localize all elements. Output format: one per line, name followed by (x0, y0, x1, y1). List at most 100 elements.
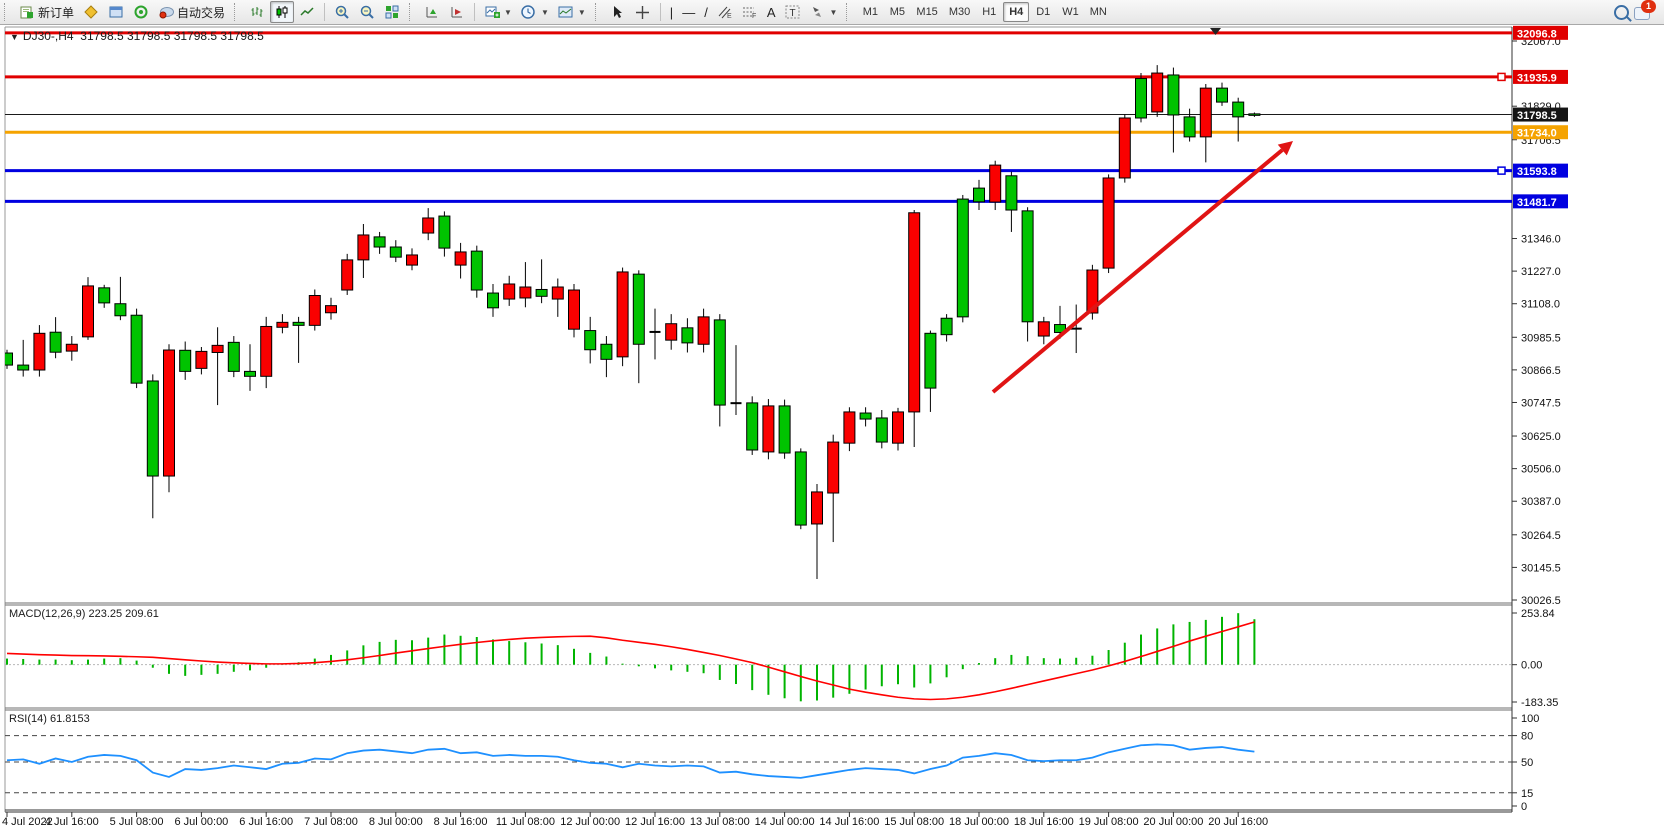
timeframe-button-mn[interactable]: MN (1085, 2, 1112, 22)
price-badge-label: 31734.0 (1517, 128, 1557, 140)
candlestick-chart-icon (274, 4, 290, 20)
fibonacci-tool-button[interactable]: F (738, 1, 762, 23)
period-menu-button[interactable]: ▼ (517, 1, 553, 23)
price-tick-label: 30387.0 (1521, 496, 1561, 508)
text-tool-button[interactable]: A (763, 1, 780, 23)
candle (130, 314, 143, 384)
timeframe-button-d1[interactable]: D1 (1030, 2, 1056, 22)
horizontal-line-icon: — (682, 4, 696, 20)
candle (82, 285, 94, 338)
new-chart-icon (484, 4, 500, 20)
arrow-shapes-icon (809, 4, 825, 20)
price-badge-31734.0 (1513, 125, 1568, 140)
svg-text:T: T (789, 8, 795, 19)
channel-tool-button[interactable]: E (713, 1, 737, 23)
crosshair-button[interactable] (631, 1, 655, 23)
rsi-indicator-label: RSI(14) 61.8153 (9, 713, 90, 725)
timeframe-button-m30[interactable]: M30 (944, 2, 975, 22)
timeframe-button-h1[interactable]: H1 (976, 2, 1002, 22)
zoom-in-button[interactable] (330, 1, 354, 23)
timeframe-button-h4[interactable]: H4 (1003, 2, 1030, 22)
price-tick-label: 30506.0 (1521, 464, 1561, 476)
timeframe-button-m1[interactable]: M1 (857, 2, 883, 22)
signals-button[interactable] (129, 1, 153, 23)
timeframe-toolbar: M1 M5 M15 M30 H1 H4 D1 W1 MN (857, 2, 1111, 22)
tile-windows-icon (384, 4, 400, 20)
time-axis-label: 4 Jul 2022 (2, 816, 53, 828)
auto-trading-button[interactable]: 自动交易 (154, 1, 229, 23)
timeframe-button-w1[interactable]: W1 (1057, 2, 1084, 22)
chart-shift-button[interactable] (445, 1, 469, 23)
label-tool-button[interactable]: T (780, 1, 804, 23)
price-tick-label: 30985.5 (1521, 332, 1561, 344)
line-chart-icon (299, 4, 315, 20)
price-tick-label: 30866.5 (1521, 365, 1561, 377)
candle (875, 417, 888, 443)
candle (114, 303, 127, 317)
market-watch-button[interactable] (79, 1, 103, 23)
candle (308, 294, 321, 326)
candle (1118, 117, 1131, 179)
toolbar-drag-handle[interactable] (234, 3, 241, 21)
navigator-button[interactable] (104, 1, 128, 23)
horizontal-line-tool-button[interactable]: — (678, 1, 699, 23)
time-axis-label: 15 Jul 08:00 (884, 816, 944, 828)
chat-notifications-button[interactable]: 1 (1634, 0, 1656, 20)
tile-windows-button[interactable] (380, 1, 404, 23)
arrows-tool-button[interactable]: ▼ (805, 1, 841, 23)
candle (1167, 74, 1180, 116)
candle (843, 411, 856, 444)
auto-scroll-icon (424, 4, 440, 20)
trendline-tool-button[interactable]: / (700, 1, 712, 23)
zoom-out-button[interactable] (355, 1, 379, 23)
cursor-button[interactable] (606, 1, 630, 23)
candle (551, 286, 564, 300)
template-chart-icon (558, 4, 574, 20)
price-badge-31935.9 (1513, 69, 1568, 84)
search-icon[interactable] (1614, 4, 1629, 20)
candle (827, 441, 840, 494)
candle (1216, 87, 1228, 103)
chart-title-collapse-icon[interactable]: ▼ (10, 32, 19, 42)
candle (341, 259, 354, 291)
line-chart-button[interactable] (295, 1, 319, 23)
price-badge-31481.7 (1513, 194, 1568, 209)
bar-chart-button[interactable] (245, 1, 269, 23)
candle (681, 327, 694, 344)
zoom-out-icon (359, 4, 375, 20)
toolbar-drag-handle[interactable] (409, 3, 416, 21)
vertical-line-tool-button[interactable]: | (666, 1, 677, 23)
toolbar-drag-handle[interactable] (846, 3, 853, 21)
price-tick-label: 31227.0 (1521, 266, 1561, 278)
toolbar-drag-handle[interactable] (4, 3, 11, 21)
candle (600, 343, 613, 360)
new-order-label: 新订单 (38, 5, 75, 20)
new-chart-button[interactable]: ▼ (480, 1, 516, 23)
candle (470, 250, 483, 291)
templates-button[interactable]: ▼ (554, 1, 590, 23)
candle (373, 236, 386, 248)
candle (503, 283, 516, 300)
trendline-icon: / (704, 4, 708, 20)
chart-title[interactable]: ▼ DJ30-,H4 31798.5 31798.5 31798.5 31798.… (10, 29, 264, 43)
new-order-button[interactable]: 新订单 (15, 1, 78, 23)
price-tick-label: 31346.0 (1521, 234, 1561, 246)
toolbar-drag-handle[interactable] (594, 3, 602, 21)
time-axis-label: 4 Jul 16:00 (45, 816, 99, 828)
candlestick-chart-button[interactable] (270, 1, 295, 23)
macd-scale-label: 253.84 (1521, 608, 1555, 620)
svg-text:E: E (727, 13, 732, 19)
price-badge-label: 31593.8 (1517, 166, 1557, 178)
timeframe-button-m15[interactable]: M15 (911, 2, 942, 22)
line-handle[interactable] (1497, 166, 1506, 175)
time-axis-label: 13 Jul 08:00 (690, 816, 750, 828)
main-toolbar: 新订单 自动交易 (0, 0, 1664, 25)
line-handle[interactable] (1497, 72, 1506, 82)
trend-arrow-head[interactable] (1277, 141, 1293, 156)
timeframe-button-m5[interactable]: M5 (884, 2, 910, 22)
candle (422, 217, 435, 234)
auto-scroll-button[interactable] (420, 1, 444, 23)
chart-shift-marker (1210, 28, 1221, 35)
candle (940, 317, 953, 336)
